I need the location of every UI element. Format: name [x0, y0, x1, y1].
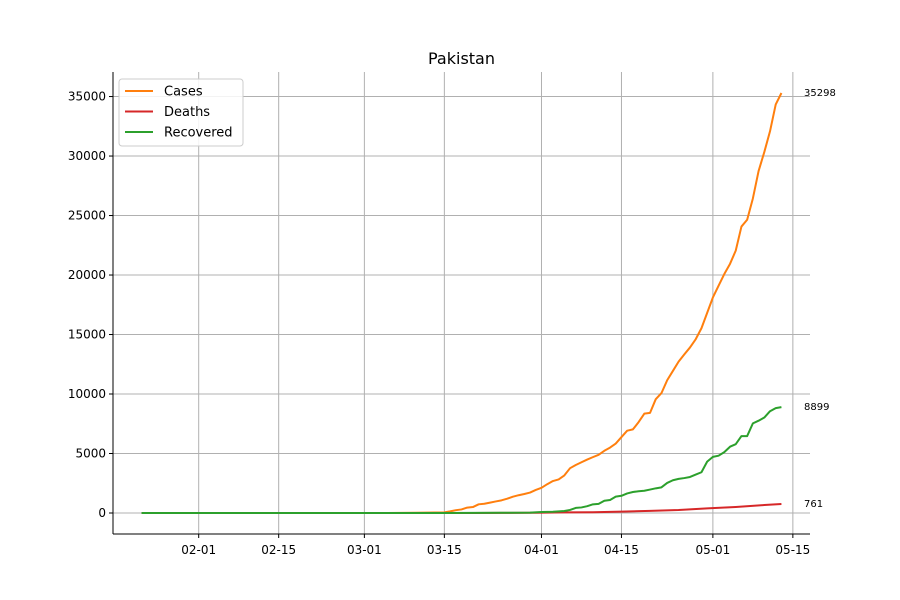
- end-label-deaths: 761: [804, 499, 823, 510]
- y-tick-label: 20000: [68, 268, 106, 282]
- axes: [112, 72, 810, 535]
- legend-label-recovered: Recovered: [164, 126, 233, 141]
- y-tick-label: 30000: [68, 149, 106, 163]
- series-lines: [141, 92, 783, 514]
- legend-box: [118, 78, 244, 147]
- ticks: 02-01 02-15 03-01 03-15 04-01 04-15 05-01 05-15…: [68, 90, 810, 557]
- x-tick-label: 03-01: [347, 543, 382, 557]
- y-tick-label: 0: [98, 506, 106, 520]
- x-tick-label: 05-01: [695, 543, 730, 557]
- legend: Cases Deaths Recovered: [118, 78, 244, 147]
- legend-label-cases: Cases: [164, 85, 203, 100]
- grid: [113, 72, 810, 534]
- x-tick-label: 05-15: [775, 543, 810, 557]
- x-tick-label: 02-15: [261, 543, 296, 557]
- series-line-recovered: [141, 406, 782, 514]
- x-tick-label: 04-15: [604, 543, 639, 557]
- end-label-recovered: 8899: [804, 402, 829, 413]
- y-tick-label: 35000: [68, 90, 106, 104]
- x-tick-label: 04-01: [524, 543, 559, 557]
- series-line-cases: [141, 92, 783, 514]
- end-label-cases: 35298: [804, 88, 836, 99]
- x-tick-label: 02-01: [181, 543, 216, 557]
- y-tick-label: 5000: [75, 447, 106, 461]
- y-tick-label: 15000: [68, 328, 106, 342]
- x-tick-label: 03-15: [427, 543, 462, 557]
- y-tick-label: 25000: [68, 209, 106, 223]
- y-tick-label: 10000: [68, 387, 106, 401]
- end-labels: 35298 761 8899: [804, 88, 836, 510]
- legend-label-deaths: Deaths: [164, 105, 210, 120]
- chart-title: Pakistan: [428, 49, 495, 68]
